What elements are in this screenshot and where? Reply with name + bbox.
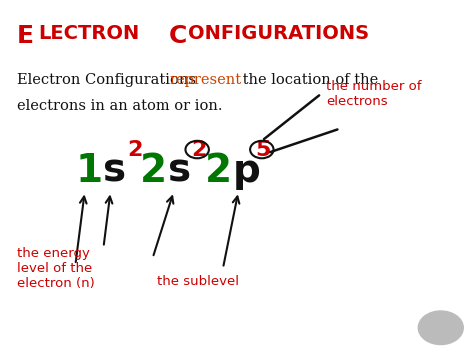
Text: C: C	[169, 24, 187, 48]
Text: ONFIGURATIONS: ONFIGURATIONS	[188, 24, 369, 43]
Text: 1: 1	[75, 152, 102, 190]
Text: represent: represent	[169, 73, 241, 87]
Text: LECTRON: LECTRON	[38, 24, 139, 43]
Text: 2: 2	[205, 152, 232, 190]
Circle shape	[418, 311, 463, 345]
Text: s: s	[103, 152, 127, 190]
Text: the sublevel: the sublevel	[157, 275, 239, 288]
Text: electrons in an atom or ion.: electrons in an atom or ion.	[17, 99, 222, 113]
Text: 2: 2	[140, 152, 167, 190]
Text: Electron Configurations: Electron Configurations	[17, 73, 201, 87]
Text: 2: 2	[191, 140, 207, 159]
Text: the number of
electrons: the number of electrons	[326, 80, 421, 108]
Text: s: s	[168, 152, 191, 190]
Text: E: E	[17, 24, 34, 48]
Text: the energy
level of the
electron (n): the energy level of the electron (n)	[17, 247, 95, 290]
Text: the location of the: the location of the	[238, 73, 378, 87]
Text: p: p	[232, 152, 260, 190]
Text: 5: 5	[256, 140, 271, 159]
Text: 2: 2	[127, 140, 142, 159]
